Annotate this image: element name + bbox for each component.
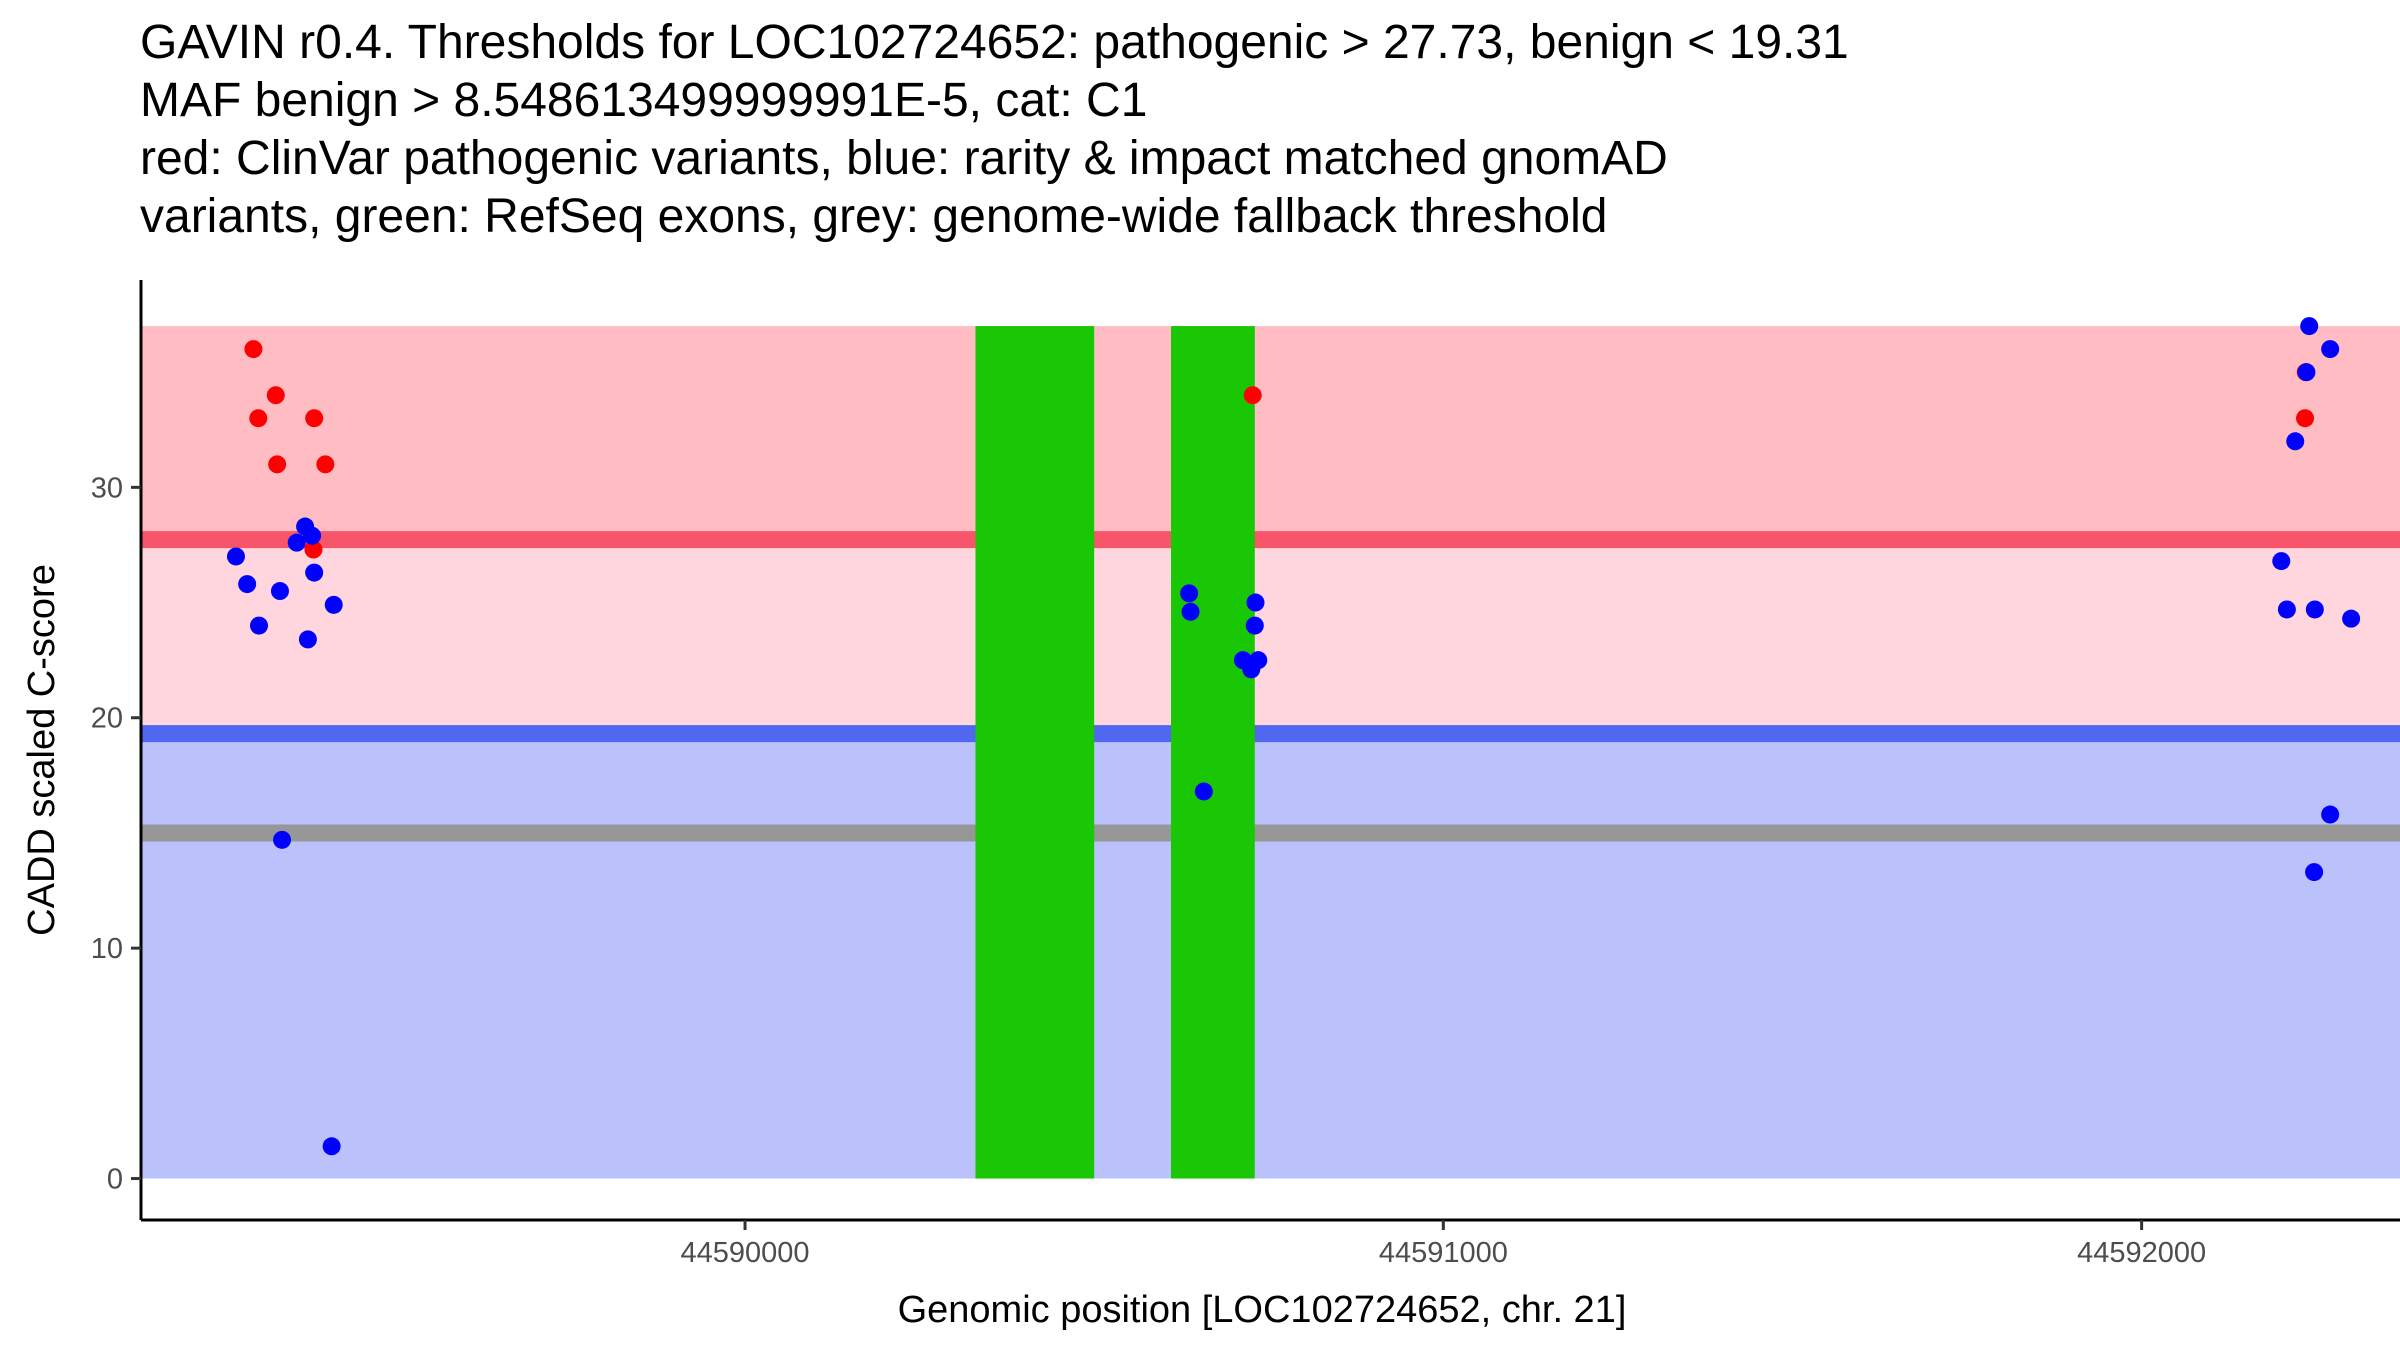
- gnomad-point-1: [226, 547, 245, 566]
- clinvar-point-4: [268, 455, 287, 474]
- clinvar-point-2: [249, 409, 268, 428]
- gnomad-point-5: [273, 830, 292, 849]
- gnomad-point-8: [298, 630, 317, 649]
- pathogenic-region: [141, 326, 2400, 540]
- threshold-layer: [141, 531, 2400, 842]
- y-tick-label-20: 20: [91, 703, 123, 735]
- gnomad-point-29: [2321, 805, 2340, 824]
- y-tick-label-30: 30: [91, 472, 123, 504]
- title-line-4: variants, green: RefSeq exons, grey: gen…: [140, 190, 1608, 243]
- gnomad-point-10: [305, 563, 324, 582]
- gnomad-point-11: [324, 595, 343, 614]
- clinvar-point-6: [304, 540, 323, 559]
- band-layer: [141, 326, 2400, 1179]
- gnomad-point-28: [2321, 340, 2340, 359]
- chart-title: GAVIN r0.4. Thresholds for LOC102724652:…: [140, 14, 1849, 246]
- gnomad-point-2: [238, 575, 257, 594]
- gnomad-point-12: [322, 1137, 341, 1156]
- gnomad-point-3: [250, 616, 269, 635]
- clinvar-point-10: [2296, 409, 2315, 428]
- clinvar-point-1: [244, 340, 263, 359]
- intermediate-region: [141, 539, 2400, 734]
- gnomad-point-18: [1245, 616, 1264, 635]
- y-tick-label-10: 10: [91, 933, 123, 965]
- gnomad-point-20: [1249, 651, 1268, 670]
- benign-region: [141, 733, 2400, 1179]
- clinvar-point-5: [305, 409, 324, 428]
- gnomad-point-21: [2272, 552, 2291, 571]
- y-axis-title: CADD scaled C-score: [21, 564, 63, 936]
- x-tick-label-44590000: 44590000: [681, 1237, 810, 1269]
- gnomad-point-13: [1180, 584, 1199, 603]
- gnomad-point-9: [303, 526, 322, 545]
- title-line-3: red: ClinVar pathogenic variants, blue: …: [140, 132, 1668, 185]
- x-axis-title: Genomic position [LOC102724652, chr. 21]: [898, 1289, 1627, 1331]
- exon-layer: [975, 326, 1255, 1179]
- exon-bar-2: [1170, 326, 1255, 1179]
- gnomad-point-25: [2300, 317, 2319, 336]
- y-tick-label-0: 0: [107, 1164, 123, 1196]
- gnomad-point-15: [1194, 782, 1213, 801]
- x-tick-label-44592000: 44592000: [2077, 1237, 2206, 1269]
- points-layer: [226, 317, 2361, 1156]
- title-line-1: GAVIN r0.4. Thresholds for LOC102724652:…: [140, 16, 1849, 69]
- clinvar-point-8: [1243, 386, 1262, 405]
- clinvar-point-3: [266, 386, 285, 405]
- gnomad-point-23: [2286, 432, 2305, 451]
- gnomad-point-6: [287, 533, 306, 552]
- axes-layer: 0 10 20 30 44590000 44591000 44592000: [91, 280, 2400, 1269]
- gnomad-point-14: [1181, 602, 1200, 621]
- gnomad-point-26: [2305, 600, 2324, 619]
- gnomad-point-19: [1246, 593, 1265, 612]
- gnomad-point-27: [2305, 863, 2324, 882]
- gnomad-point-4: [270, 582, 289, 601]
- clinvar-point-7: [316, 455, 335, 474]
- gnomad-point-30: [2342, 609, 2361, 628]
- gnomad-point-24: [2297, 363, 2316, 382]
- title-line-2: MAF benign > 8.548613499999991E-5, cat: …: [140, 74, 1148, 127]
- exon-bar-1: [975, 326, 1095, 1179]
- gnomad-point-22: [2277, 600, 2296, 619]
- x-tick-label-44591000: 44591000: [1379, 1237, 1508, 1269]
